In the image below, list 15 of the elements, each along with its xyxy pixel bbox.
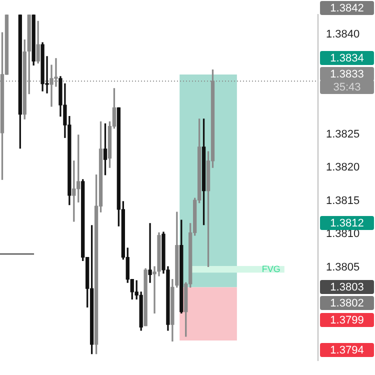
y-tick-label: 1.3820 bbox=[326, 162, 360, 174]
text: 1.3834 bbox=[330, 52, 364, 65]
text: 1.3812 bbox=[330, 218, 364, 230]
y-tick-label: 1.3815 bbox=[326, 194, 360, 207]
text: 1.3802 bbox=[330, 298, 364, 310]
text: 1.3833 bbox=[330, 68, 364, 81]
text: 1.3794 bbox=[330, 344, 364, 357]
text: 1.3799 bbox=[330, 314, 364, 327]
text: 35:43 bbox=[333, 82, 361, 94]
y-tick-label: 1.3805 bbox=[326, 261, 360, 274]
y-tick-label: 1.3825 bbox=[326, 128, 360, 140]
band-label: FVG bbox=[262, 264, 280, 274]
text: 1.3842 bbox=[330, 2, 364, 15]
y-tick-label: 1.3840 bbox=[326, 28, 360, 41]
text: 1.3803 bbox=[330, 282, 364, 294]
